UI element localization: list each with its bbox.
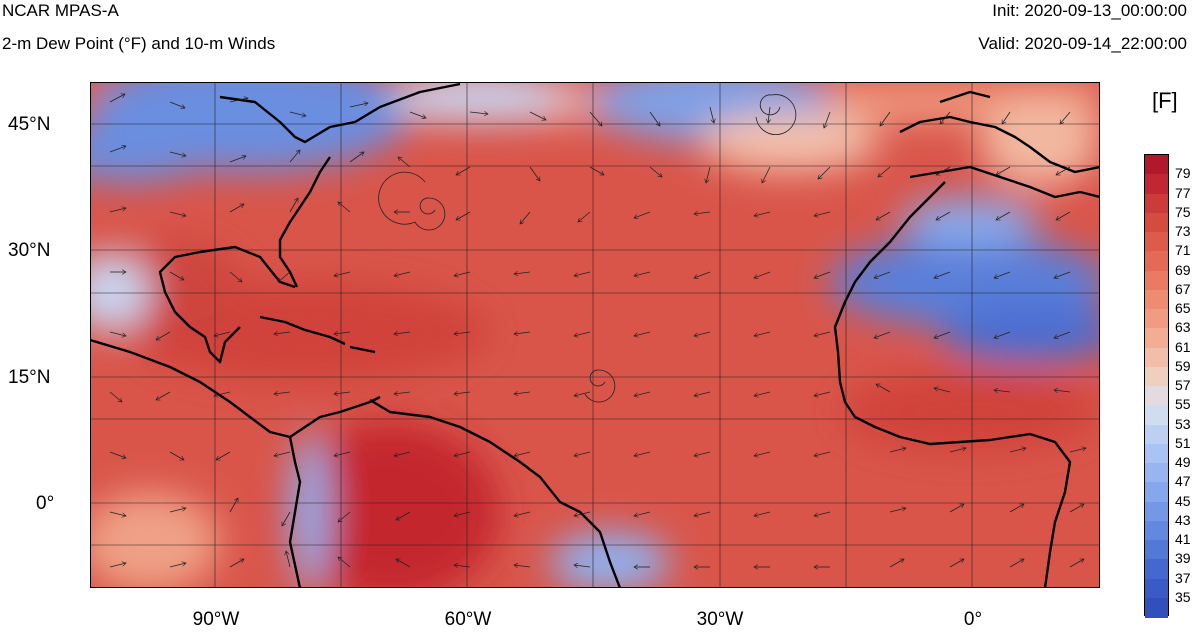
colorbar-swatch xyxy=(1145,251,1168,271)
colorbar-swatch xyxy=(1145,463,1168,483)
colorbar-unit: [F] xyxy=(1152,88,1178,113)
lon-label-90w: 90°W xyxy=(192,609,240,630)
colorbar xyxy=(1144,154,1169,618)
colorbar-swatch xyxy=(1145,212,1168,233)
colorbar-tick-label: 75 xyxy=(1175,203,1191,220)
map-frame xyxy=(90,82,1100,588)
dewpoint-field xyxy=(90,82,1100,588)
colorbar-swatch xyxy=(1145,540,1168,560)
colorbar-swatch xyxy=(1145,386,1168,406)
colorbar-tick-label: 63 xyxy=(1175,319,1191,336)
colorbar-tick-label: 45 xyxy=(1175,492,1191,509)
lat-label-0: 0° xyxy=(36,493,55,514)
map-title: NCAR MPAS-A xyxy=(2,1,119,20)
colorbar-swatch xyxy=(1145,424,1168,445)
lon-label-30w: 30°W xyxy=(696,609,744,630)
colorbar-tick-label: 69 xyxy=(1175,261,1191,278)
colorbar-swatch xyxy=(1145,443,1168,464)
colorbar-tick-label: 59 xyxy=(1175,357,1191,374)
coastlines xyxy=(90,82,1100,588)
map-panel xyxy=(90,82,1100,588)
colorbar-swatch xyxy=(1145,155,1168,175)
colorbar-swatch xyxy=(1145,309,1168,329)
colorbar-swatch xyxy=(1145,270,1168,291)
colorbar-tick-label: 73 xyxy=(1175,223,1191,239)
dewpoint-map xyxy=(90,82,1100,588)
lon-label-60w: 60°W xyxy=(444,609,492,630)
colorbar-tick-label: 41 xyxy=(1175,531,1191,547)
colorbar-swatch xyxy=(1145,482,1168,502)
colorbar-swatch xyxy=(1145,501,1168,522)
init-time: Init: 2020-09-13_00:00:00 xyxy=(992,1,1187,20)
lat-label-30n: 30°N xyxy=(8,240,51,261)
wind-vectors xyxy=(109,94,1086,567)
colorbar-tick-label: 79 xyxy=(1175,165,1191,182)
colorbar-tick-label: 51 xyxy=(1175,434,1191,451)
lon-label-0: 0° xyxy=(963,609,983,630)
valid-time: Valid: 2020-09-14_22:00:00 xyxy=(978,34,1187,53)
colorbar-tick-label: 37 xyxy=(1175,569,1191,586)
colorbar-tick-label: 67 xyxy=(1175,280,1191,297)
gridlines xyxy=(90,82,1100,588)
cyclone-swirls xyxy=(378,94,797,403)
colorbar-swatch xyxy=(1145,578,1168,599)
colorbar-tick-label: 61 xyxy=(1175,338,1191,355)
colorbar-tick-label: 43 xyxy=(1175,511,1191,528)
colorbar-swatch xyxy=(1145,366,1168,387)
colorbar-swatch xyxy=(1145,559,1168,579)
colorbar-tick-label: 71 xyxy=(1175,242,1191,259)
colorbar-tick-label: 39 xyxy=(1175,550,1191,567)
colorbar-swatch xyxy=(1145,597,1168,618)
colorbar-swatch xyxy=(1145,289,1168,310)
colorbar-tick-label: 65 xyxy=(1175,300,1191,316)
colorbar-tick-label: 57 xyxy=(1175,377,1191,393)
colorbar-swatch xyxy=(1145,174,1168,194)
colorbar-swatch xyxy=(1145,232,1168,252)
map-subtitle: 2-m Dew Point (°F) and 10-m Winds xyxy=(2,34,276,53)
colorbar-tick-label: 55 xyxy=(1175,396,1191,413)
colorbar-swatch xyxy=(1145,520,1168,541)
lat-label-15n: 15°N xyxy=(8,367,51,388)
colorbar-swatch xyxy=(1145,347,1168,368)
lat-label-45n: 45°N xyxy=(8,114,51,135)
colorbar-tick-label: 53 xyxy=(1175,415,1191,432)
colorbar-swatch xyxy=(1145,193,1168,214)
colorbar-tick-label: 49 xyxy=(1175,454,1191,470)
colorbar-tick-label: 77 xyxy=(1175,184,1191,201)
colorbar-tick-label: 47 xyxy=(1175,473,1191,490)
colorbar-tick-label: 35 xyxy=(1175,588,1191,605)
colorbar-swatch xyxy=(1145,405,1168,425)
colorbar-swatch xyxy=(1145,328,1168,348)
